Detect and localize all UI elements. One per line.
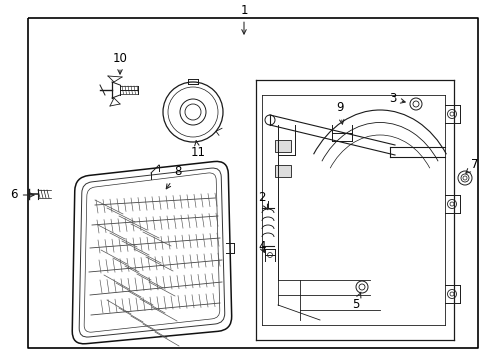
Text: 1: 1 bbox=[240, 4, 247, 34]
Text: 6: 6 bbox=[10, 189, 34, 202]
Bar bbox=[274, 165, 290, 177]
Text: 5: 5 bbox=[351, 292, 360, 310]
Text: 11: 11 bbox=[190, 141, 205, 159]
Text: 9: 9 bbox=[336, 102, 343, 124]
Text: 3: 3 bbox=[388, 93, 405, 105]
Text: 7: 7 bbox=[465, 158, 478, 173]
Text: 2: 2 bbox=[258, 192, 267, 210]
Bar bbox=[274, 140, 290, 152]
Text: 8: 8 bbox=[166, 166, 182, 189]
Text: 10: 10 bbox=[112, 51, 127, 74]
Text: 4: 4 bbox=[258, 240, 265, 253]
